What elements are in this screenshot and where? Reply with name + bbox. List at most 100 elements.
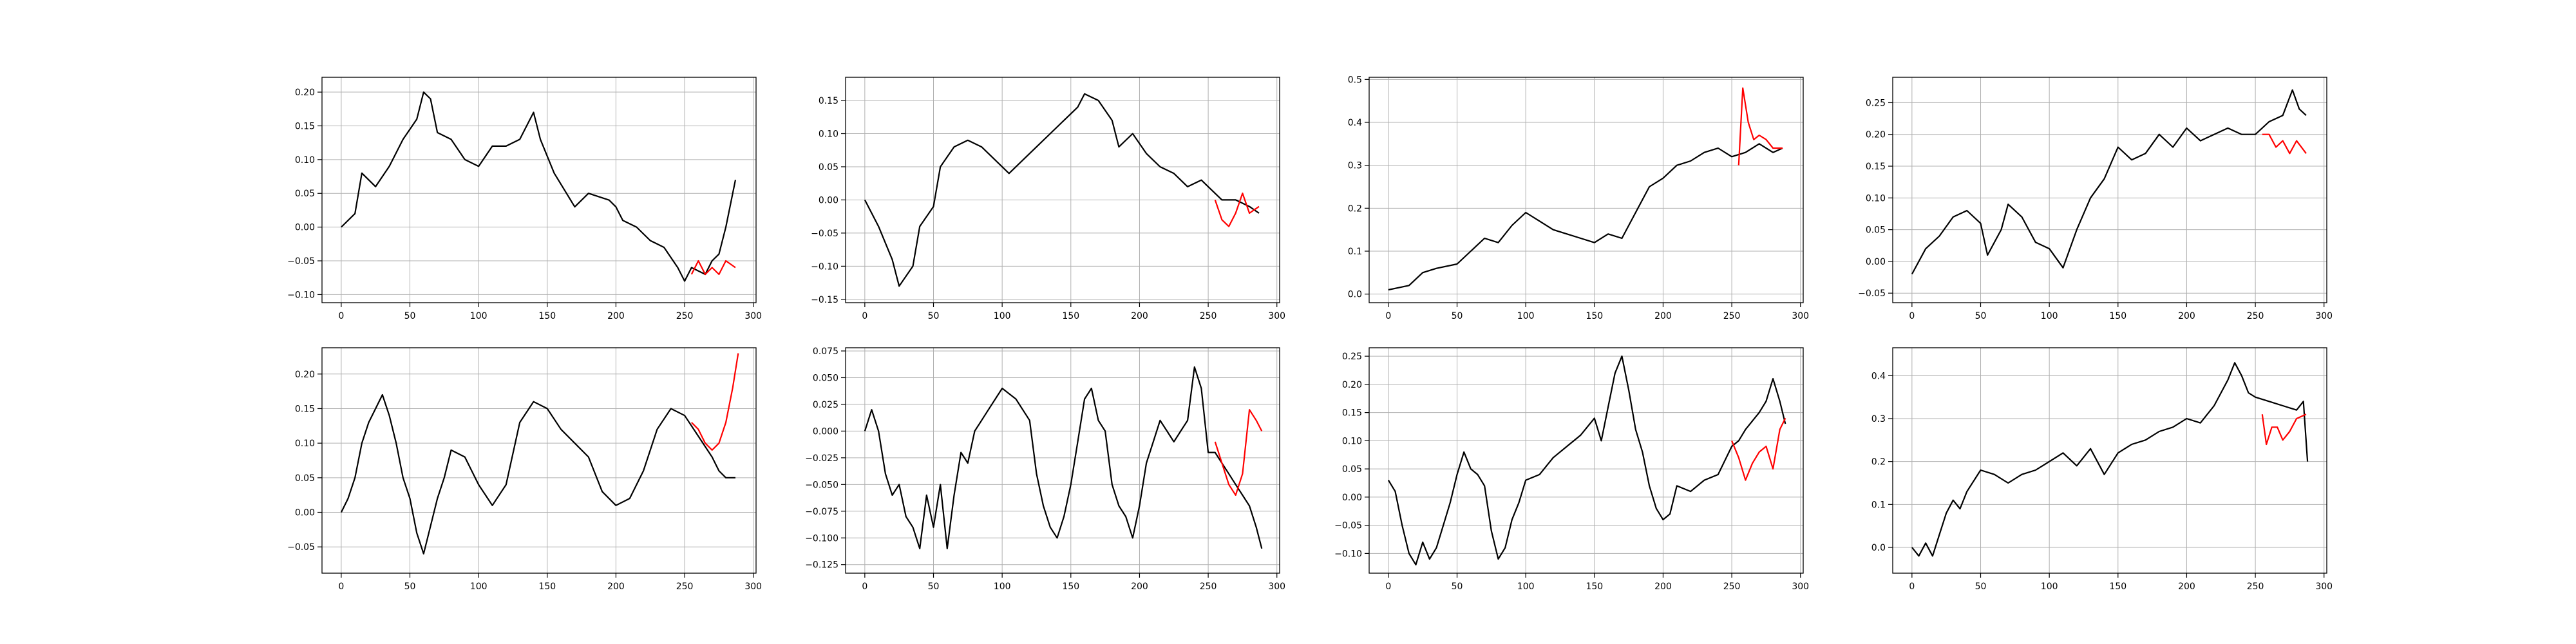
- x-tick-label: 0: [1385, 311, 1391, 321]
- subplot-4: 0 50 100 150 200 250 300 −0.05 0.00 0.05 0.10 0.15 0…: [1858, 77, 2333, 321]
- y-tick-label: 0.25: [1342, 352, 1362, 362]
- y-tick-label: 0.15: [1866, 162, 1886, 172]
- axes-frame: [1892, 347, 2327, 574]
- axes-frame: [321, 347, 757, 574]
- y-tick-label: −0.05: [287, 542, 315, 553]
- y-tick-label: 0.2: [1871, 457, 1886, 468]
- y-tick-label: 0.10: [1866, 193, 1886, 204]
- x-tick-label: 50: [1452, 582, 1463, 592]
- y-tick-label: 0.20: [1342, 380, 1362, 390]
- subplot-5: 0 50 100 150 200 250 300 −0.05 0.00 0.05 0.10 0.15 0…: [287, 347, 762, 592]
- x-tick-label: 0: [1909, 311, 1915, 321]
- y-tick-label: 0.05: [295, 189, 315, 199]
- history-series-line: [1387, 355, 1786, 565]
- x-tick-label: 50: [404, 582, 416, 592]
- x-tick-label: 150: [1062, 311, 1079, 321]
- x-tick-label: 250: [676, 582, 694, 592]
- x-tick-label: 100: [1517, 582, 1535, 592]
- x-tick-label: 100: [2041, 311, 2058, 321]
- y-tick-label: 0.0: [1348, 290, 1362, 300]
- y-tick-label: −0.05: [287, 256, 315, 267]
- y-tick-label: 0.15: [295, 404, 315, 414]
- y-tick-label: 0.00: [819, 195, 838, 205]
- x-tick-label: 250: [1723, 311, 1741, 321]
- forecast-series-line: [1731, 417, 1786, 481]
- x-tick-label: 100: [2041, 582, 2058, 592]
- y-tick-label: 0.10: [819, 129, 838, 140]
- x-tick-label: 150: [538, 311, 556, 321]
- y-tick-label: 0.10: [1342, 436, 1362, 446]
- x-tick-label: 200: [2178, 311, 2195, 321]
- x-tick-label: 0: [1385, 582, 1391, 592]
- y-tick-label: 0.05: [295, 473, 315, 484]
- x-tick-label: 250: [2247, 311, 2264, 321]
- axes-frame: [321, 77, 757, 303]
- y-tick-label: 0.15: [295, 121, 315, 131]
- x-tick-label: 200: [1654, 311, 1672, 321]
- y-tick-label: 0.000: [813, 426, 838, 437]
- forecast-series-line: [690, 260, 736, 276]
- y-tick-label: 0.0: [1871, 543, 1886, 553]
- subplot-1: 0 50 100 150 200 250 300 −0.10 −0.05 0.00 0.05 0.10…: [287, 77, 762, 321]
- history-series-line: [340, 393, 735, 554]
- x-tick-label: 200: [1654, 582, 1672, 592]
- y-tick-label: 0.025: [813, 400, 838, 410]
- y-tick-label: 0.20: [1866, 130, 1886, 140]
- x-tick-label: 300: [1792, 582, 1809, 592]
- subplot-8: 0 50 100 150 200 250 300 0.0 0.1 0.2 0.3 0.4: [1871, 347, 2333, 592]
- forecast-series-line: [2262, 133, 2307, 155]
- axes-frame: [1368, 347, 1804, 574]
- y-tick-label: 0.4: [1871, 371, 1886, 381]
- x-tick-label: 0: [862, 582, 867, 592]
- history-series-line: [1911, 362, 2309, 557]
- y-tick-label: 0.1: [1871, 500, 1886, 510]
- x-tick-label: 150: [2109, 311, 2126, 321]
- x-tick-label: 150: [1062, 582, 1079, 592]
- x-tick-label: 0: [1909, 582, 1915, 592]
- axes-frame: [1368, 77, 1804, 303]
- subplot-6: 0 50 100 150 200 250 300 −0.125 −0.100 −0.075 −0.0…: [805, 346, 1285, 592]
- x-tick-label: 50: [404, 311, 416, 321]
- y-tick-label: 0.075: [813, 346, 838, 357]
- history-series-line: [864, 93, 1260, 287]
- x-tick-label: 100: [470, 311, 488, 321]
- y-tick-label: 0.00: [1866, 257, 1886, 267]
- axes-frame: [845, 347, 1280, 574]
- y-tick-label: −0.125: [805, 560, 838, 571]
- x-tick-label: 250: [1200, 311, 1217, 321]
- y-tick-label: −0.05: [1334, 521, 1362, 531]
- y-tick-label: 0.1: [1348, 247, 1362, 257]
- x-tick-label: 300: [1268, 582, 1285, 592]
- forecast-series-line: [1214, 409, 1263, 496]
- y-tick-label: −0.15: [811, 295, 838, 305]
- y-tick-label: 0.2: [1348, 204, 1362, 214]
- y-tick-label: 0.25: [1866, 98, 1886, 108]
- x-tick-label: 300: [744, 582, 762, 592]
- y-tick-label: 0.00: [295, 508, 315, 518]
- x-tick-label: 150: [2109, 582, 2126, 592]
- x-tick-label: 300: [1792, 311, 1809, 321]
- x-tick-label: 150: [538, 582, 556, 592]
- x-tick-label: 250: [1723, 582, 1741, 592]
- x-tick-label: 200: [607, 311, 625, 321]
- subplot-3: 0 50 100 150 200 250 300 0.0 0.1 0.2 0.3 0.4 0.5: [1348, 75, 1809, 321]
- y-tick-label: 0.00: [1342, 493, 1362, 503]
- x-tick-label: 200: [607, 582, 625, 592]
- forecast-series-line: [691, 353, 739, 451]
- y-tick-label: −0.10: [811, 261, 838, 272]
- x-tick-label: 0: [862, 311, 867, 321]
- y-tick-label: −0.050: [805, 480, 838, 490]
- x-tick-label: 200: [1131, 582, 1148, 592]
- history-series-line: [1911, 89, 2307, 275]
- history-series-line: [341, 91, 737, 282]
- x-tick-label: 300: [744, 311, 762, 321]
- y-tick-label: 0.3: [1348, 161, 1362, 171]
- y-tick-label: −0.10: [287, 290, 315, 300]
- x-tick-label: 300: [1268, 311, 1285, 321]
- x-tick-label: 100: [470, 582, 488, 592]
- y-tick-label: 0.05: [819, 162, 838, 173]
- subplot-2: 0 50 100 150 200 250 300 −0.15 −0.10 −0.05 0.00 0.0…: [811, 77, 1285, 321]
- history-series-line: [864, 366, 1263, 549]
- x-tick-label: 50: [1452, 311, 1463, 321]
